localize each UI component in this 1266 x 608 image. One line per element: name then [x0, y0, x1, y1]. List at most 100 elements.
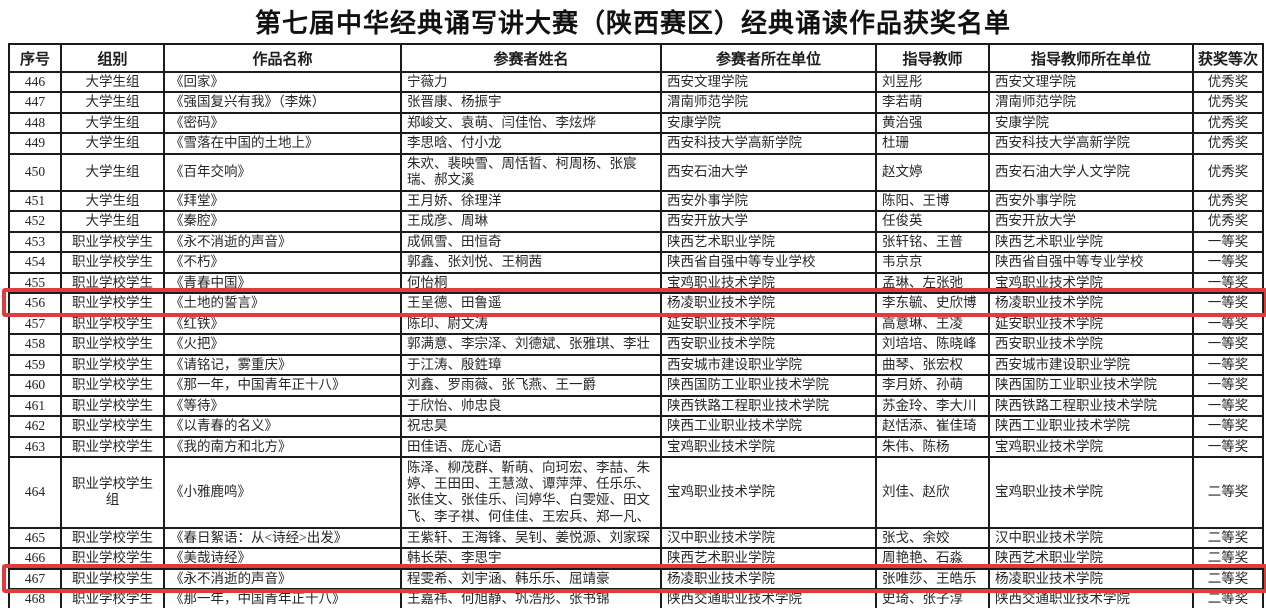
cell-teacher-org: 西安文理学院: [988, 70, 1194, 94]
cell-teacher-org: 宝鸡职业技术学院: [988, 271, 1194, 295]
cell-participant-org: 宝鸡职业技术学院: [660, 435, 877, 458]
cell-teachers: 李若萌: [875, 91, 990, 114]
table-row: 456 职业学校学生 《土地的誓言》 王呈德、田鲁遥 杨凌职业技术学院 李东毓、史欣博 杨凌…: [8, 292, 1264, 315]
cell-award-level: 优秀奖: [1192, 70, 1264, 94]
table-row: 465 职业学校学生 《春日絮语：从<诗经>出发》 王紫轩、王海锋、吴钊、姜悦源、刘家…: [8, 526, 1264, 550]
cell-teachers: 朱伟、陈杨: [875, 435, 990, 458]
cell-group: 职业学校学生: [60, 271, 165, 295]
cell-group: 职业学校学生: [60, 312, 165, 336]
table-row: 457 职业学校学生 《红铁》 陈印、尉文涛 延安职业技术学院 高意琳、王凌 延安职业技术学…: [8, 312, 1264, 336]
cell-work-title: 《拜堂》: [163, 189, 402, 213]
table-row: 466 职业学校学生 《美哉诗经》 韩长荣、李思宇 陕西艺术职业学院 周艳艳、石淼 陕西艺术…: [8, 547, 1264, 570]
table-row: 467 职业学校学生 《永不消逝的声音》 程雯希、刘宇涵、韩乐乐、屈靖豪 杨凌职业技术学…: [8, 567, 1264, 591]
cell-award-level: 优秀奖: [1192, 210, 1264, 233]
cell-group: 职业学校学生: [60, 567, 165, 591]
cell-participants: 李思晗、付小龙: [400, 132, 662, 155]
table-row: 453 职业学校学生 《永不消逝的声音》 成佩雪、田恒奇 陕西艺术职业学院 张轩铭、王普陕…: [8, 230, 1264, 254]
table-row: 468 职业学校学生 《那一年，中国青年正十八》 王嘉祎、何旭静、巩浩彤、张书锦 陕西交…: [8, 588, 1264, 608]
cell-teachers: 李东毓、史欣博: [875, 292, 990, 315]
header-row: 序号 组别 作品名称 参赛者姓名 参赛者所在单位 指导教师 指导教师所在单位 获奖等次: [8, 43, 1264, 73]
cell-participants: 王紫轩、王海锋、吴钊、姜悦源、刘家琛: [400, 526, 662, 550]
column-header-5: 指导教师: [875, 43, 990, 73]
cell-work-title: 《那一年，中国青年正十八》: [163, 588, 402, 608]
cell-work-title: 《百年交响》: [163, 152, 402, 192]
cell-participants: 郭满意、李宗泽、刘德斌、张雅琪、李壮: [400, 333, 662, 356]
cell-group: 职业学校学生: [60, 415, 165, 438]
cell-group: 职业学校学生: [60, 547, 165, 570]
cell-participant-org: 西安开放大学: [660, 210, 877, 233]
cell-teacher-org: 西安科技大学高新学院: [988, 132, 1194, 155]
cell-serial: 459: [8, 353, 62, 377]
cell-participant-org: 陕西铁路工程职业技术学院: [660, 394, 877, 418]
cell-participants: 于江涛、殷鉎璋: [400, 353, 662, 377]
cell-teacher-org: 杨凌职业技术学院: [988, 292, 1194, 315]
cell-work-title: 《那一年，中国青年正十八》: [163, 374, 402, 397]
cell-participant-org: 渭南师范学院: [660, 91, 877, 114]
cell-serial: 454: [8, 251, 62, 274]
cell-award-level: 一等奖: [1192, 230, 1264, 254]
cell-serial: 463: [8, 435, 62, 458]
cell-teacher-org: 安康学院: [988, 111, 1194, 135]
cell-participant-org: 西安外事学院: [660, 189, 877, 213]
cell-group: 大学生组: [60, 91, 165, 114]
table-row: 451 大学生组 《拜堂》 王月娇、徐理洋 西安外事学院 陈阳、王博 西安外事学院 优秀奖: [8, 189, 1264, 213]
cell-teacher-org: 西安石油大学人文学院: [988, 152, 1194, 192]
cell-participants: 何怡桐: [400, 271, 662, 295]
cell-work-title: 《回家》: [163, 70, 402, 94]
cell-teachers: 高意琳、王凌: [875, 312, 990, 336]
cell-teachers: 赵文婷: [875, 152, 990, 192]
cell-teacher-org: 西安职业技术学院: [988, 333, 1194, 356]
cell-group: 大学生组: [60, 111, 165, 135]
cell-award-level: 一等奖: [1192, 312, 1264, 336]
cell-teacher-org: 杨凌职业技术学院: [988, 567, 1194, 591]
cell-award-level: 一等奖: [1192, 415, 1264, 438]
cell-teachers: 刘昱彤: [875, 70, 990, 94]
cell-group: 职业学校学生: [60, 230, 165, 254]
cell-participants: 王嘉祎、何旭静、巩浩彤、张书锦: [400, 588, 662, 608]
cell-participants: 成佩雪、田恒奇: [400, 230, 662, 254]
cell-work-title: 《密码》: [163, 111, 402, 135]
cell-serial: 450: [8, 152, 62, 192]
cell-teachers: 张戈、余姣: [875, 526, 990, 550]
cell-teacher-org: 陕西铁路工程职业技术学院: [988, 394, 1194, 418]
cell-teachers: 张唯莎、王皓乐: [875, 567, 990, 591]
cell-work-title: 《永不消逝的声音》: [163, 230, 402, 254]
cell-serial: 451: [8, 189, 62, 213]
cell-participant-org: 宝鸡职业技术学院: [660, 271, 877, 295]
cell-serial: 464: [8, 455, 62, 529]
cell-group: 职业学校学生组: [60, 455, 165, 529]
cell-participants: 张晋康、杨振宇: [400, 91, 662, 114]
cell-group: 职业学校学生: [60, 251, 165, 274]
column-header-2: 作品名称: [163, 43, 402, 73]
cell-participant-org: 延安职业技术学院: [660, 312, 877, 336]
cell-participant-org: 西安职业技术学院: [660, 333, 877, 356]
table-row: 446 大学生组 《回家》 宁薇力 西安文理学院 刘昱彤 西安文理学院 优秀奖: [8, 70, 1264, 94]
cell-participants: 王成彦、周琳: [400, 210, 662, 233]
cell-participant-org: 汉中职业技术学院: [660, 526, 877, 550]
column-header-1: 组别: [60, 43, 165, 73]
cell-teachers: 黄治强: [875, 111, 990, 135]
cell-work-title: 《强国复兴有我》（李姝）: [163, 91, 402, 114]
cell-serial: 466: [8, 547, 62, 570]
cell-participants: 于欣怡、帅忠良: [400, 394, 662, 418]
table-row: 463 职业学校学生 《我的南方和北方》 田佳语、庞心语 宝鸡职业技术学院 朱伟、陈杨 宝鸡…: [8, 435, 1264, 458]
cell-participants: 陈印、尉文涛: [400, 312, 662, 336]
cell-teachers: 张轩铭、王普: [875, 230, 990, 254]
cell-award-level: 二等奖: [1192, 526, 1264, 550]
table-row: 447 大学生组 《强国复兴有我》（李姝） 张晋康、杨振宇 渭南师范学院 李若萌 渭南师范学…: [8, 91, 1264, 114]
cell-work-title: 《等待》: [163, 394, 402, 418]
cell-group: 职业学校学生: [60, 353, 165, 377]
cell-participants: 王呈德、田鲁遥: [400, 292, 662, 315]
cell-serial: 462: [8, 415, 62, 438]
cell-award-level: 二等奖: [1192, 455, 1264, 529]
table-row: 449 大学生组 《雪落在中国的土地上》 李思晗、付小龙 西安科技大学高新学院 杜珊 西安科…: [8, 132, 1264, 155]
cell-serial: 461: [8, 394, 62, 418]
cell-group: 职业学校学生: [60, 435, 165, 458]
cell-participant-org: 陕西国防工业职业技术学院: [660, 374, 877, 397]
cell-work-title: 《红铁》: [163, 312, 402, 336]
cell-serial: 452: [8, 210, 62, 233]
cell-work-title: 《以青春的名义》: [163, 415, 402, 438]
cell-participant-org: 安康学院: [660, 111, 877, 135]
cell-participants: 刘鑫、罗雨薇、张飞燕、王一爵: [400, 374, 662, 397]
cell-group: 职业学校学生: [60, 394, 165, 418]
